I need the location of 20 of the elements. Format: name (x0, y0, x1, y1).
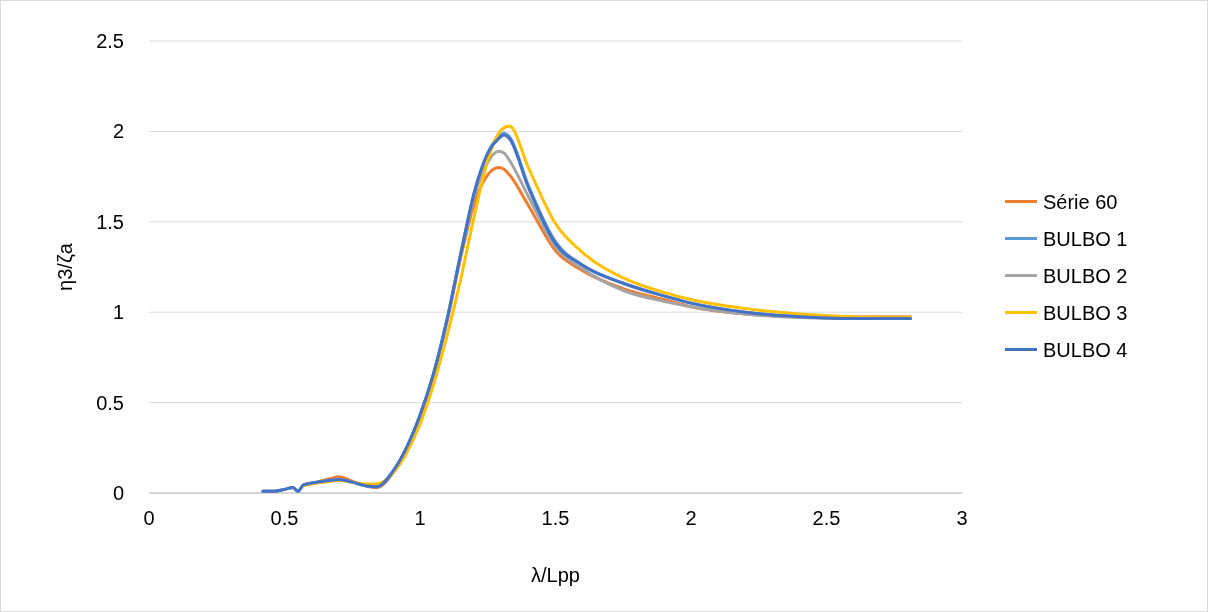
x-tick-label: 3 (956, 507, 968, 529)
x-tick-label: 2 (685, 507, 697, 529)
x-axis-title: λ/Lpp (531, 564, 580, 586)
legend-label: BULBO 2 (1043, 264, 1128, 287)
y-tick-label: 2 (112, 120, 124, 143)
x-tick-label: 0 (143, 507, 155, 529)
legend-label: BULBO 4 (1043, 338, 1128, 361)
y-axis-title: η3/ζa (54, 242, 76, 291)
legend-label: BULBO 3 (1043, 301, 1128, 324)
x-tick-label: 2.5 (812, 507, 841, 529)
y-tick-label: 0 (112, 482, 124, 504)
legend-label: BULBO 1 (1043, 227, 1128, 250)
x-tick-label: 1.5 (541, 507, 570, 529)
x-tick-label: 0.5 (270, 507, 299, 529)
y-tick-label: 1.5 (96, 210, 124, 233)
y-tick-label: 1 (112, 301, 124, 324)
x-tick-label: 1 (414, 507, 426, 529)
y-tick-label: 2.5 (96, 30, 124, 52)
legend-label: Série 60 (1043, 190, 1118, 213)
y-tick-label: 0.5 (96, 391, 124, 414)
